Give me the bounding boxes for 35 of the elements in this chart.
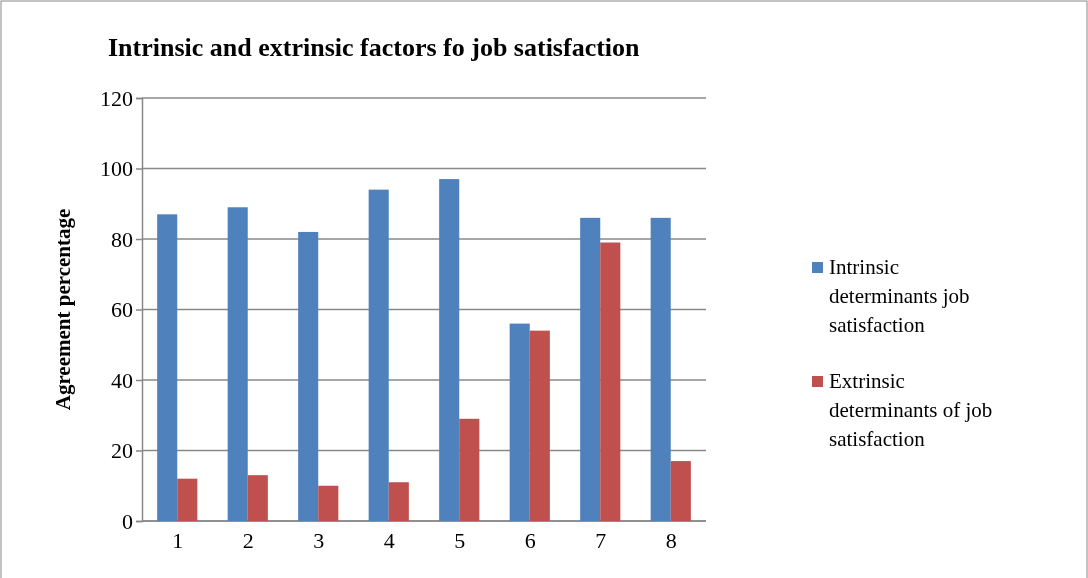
bar bbox=[227, 207, 248, 521]
y-tick-label: 0 bbox=[122, 508, 133, 534]
legend-label: Intrinsic determinants job satisfaction bbox=[829, 255, 970, 337]
x-tick-label: 8 bbox=[665, 528, 677, 554]
y-tick-label: 120 bbox=[100, 85, 133, 111]
y-axis-title: Agreement percentage bbox=[51, 208, 75, 411]
y-tick-label: 80 bbox=[111, 226, 133, 252]
x-tick-label: 6 bbox=[524, 528, 536, 554]
bar bbox=[459, 418, 480, 521]
bar bbox=[368, 189, 389, 521]
y-tick-label: 40 bbox=[111, 367, 133, 393]
bar bbox=[247, 475, 268, 521]
bar bbox=[388, 482, 409, 521]
y-tick-label: 20 bbox=[111, 438, 133, 464]
x-tick-label: 1 bbox=[172, 528, 184, 554]
bar bbox=[670, 461, 691, 521]
chart-title: Intrinsic and extrinsic factors fo job satisfaction bbox=[108, 33, 641, 62]
bar bbox=[298, 231, 319, 521]
y-tick-label: 100 bbox=[100, 156, 133, 182]
x-tick-label: 4 bbox=[383, 528, 395, 554]
y-tick-label: 60 bbox=[111, 297, 133, 323]
bar bbox=[177, 478, 198, 521]
x-tick-label: 7 bbox=[595, 528, 607, 554]
x-tick-label: 2 bbox=[242, 528, 254, 554]
bar bbox=[509, 323, 530, 521]
bar bbox=[157, 214, 178, 521]
bar bbox=[600, 242, 621, 521]
legend-label: Extrinsic determinants of job satisfaction bbox=[829, 369, 993, 451]
x-tick-label: 3 bbox=[313, 528, 325, 554]
bar bbox=[529, 330, 550, 521]
bar bbox=[439, 179, 460, 521]
bar bbox=[318, 485, 339, 521]
bar bbox=[580, 217, 601, 521]
x-tick-label: 5 bbox=[454, 528, 466, 554]
bar bbox=[650, 217, 671, 521]
